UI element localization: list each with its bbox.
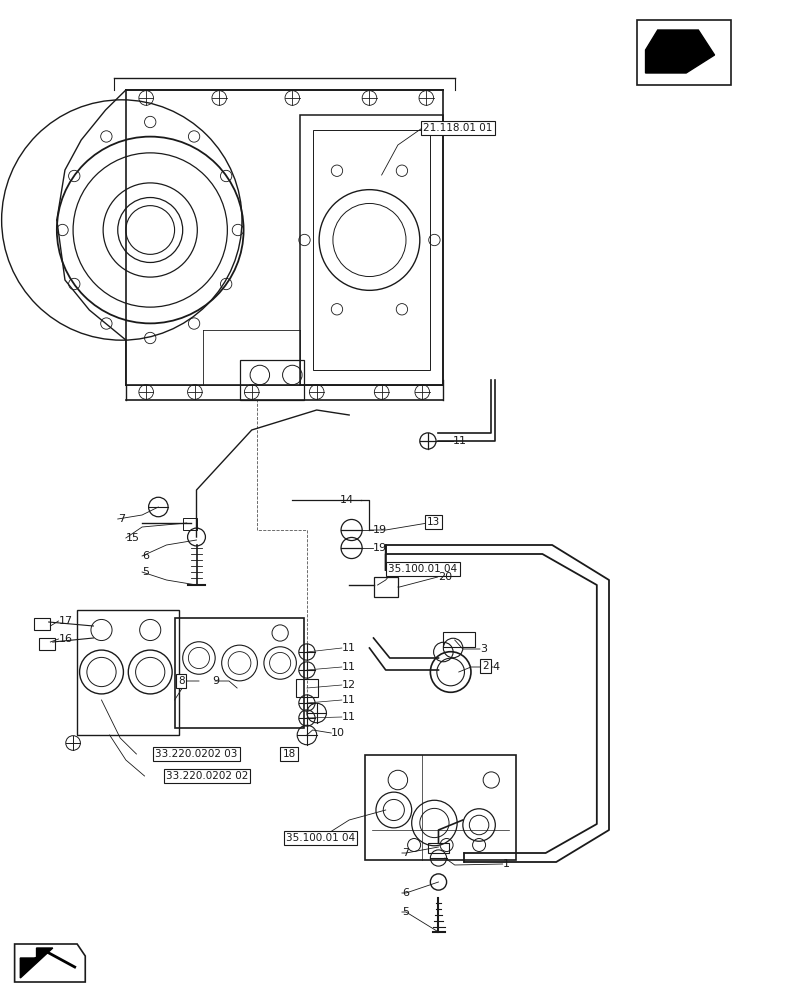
- Bar: [39, 638, 55, 650]
- Text: 17: 17: [58, 616, 72, 626]
- Text: 11: 11: [341, 662, 355, 672]
- Text: 35.100.01 04: 35.100.01 04: [388, 564, 457, 574]
- Text: 11: 11: [453, 436, 466, 446]
- Bar: [34, 618, 50, 630]
- Text: 2: 2: [482, 661, 488, 671]
- Text: 16: 16: [58, 634, 72, 644]
- Text: 35.100.01 04: 35.100.01 04: [285, 833, 355, 843]
- Text: 7: 7: [118, 514, 125, 524]
- Text: 12: 12: [341, 680, 355, 690]
- Polygon shape: [20, 948, 53, 978]
- Text: 33.220.0202 03: 33.220.0202 03: [155, 749, 238, 759]
- Text: 15: 15: [126, 533, 139, 543]
- Text: 8: 8: [178, 676, 184, 686]
- Text: 19: 19: [372, 525, 386, 535]
- Text: 19: 19: [372, 543, 386, 553]
- Bar: [77, 610, 178, 735]
- Bar: [174, 618, 304, 728]
- Text: 13: 13: [427, 517, 440, 527]
- Bar: [239, 360, 304, 400]
- Text: 5: 5: [401, 907, 409, 917]
- Bar: [365, 755, 515, 860]
- Text: 21.118.01 01: 21.118.01 01: [423, 123, 492, 133]
- Text: 33.220.0202 02: 33.220.0202 02: [165, 771, 248, 781]
- Bar: [295, 679, 318, 697]
- Text: 4: 4: [492, 662, 500, 672]
- Text: 9: 9: [212, 676, 219, 686]
- Text: 3: 3: [479, 644, 487, 654]
- Text: 1: 1: [502, 859, 509, 869]
- Bar: [427, 843, 448, 853]
- Text: 11: 11: [341, 695, 355, 705]
- Bar: [442, 632, 474, 647]
- Text: 20: 20: [437, 572, 451, 582]
- Text: 18: 18: [282, 749, 295, 759]
- Text: 6: 6: [401, 888, 409, 898]
- Text: 7: 7: [401, 848, 409, 858]
- Bar: [637, 20, 730, 85]
- Bar: [373, 577, 397, 597]
- Text: 11: 11: [341, 643, 355, 653]
- Polygon shape: [645, 30, 714, 73]
- Bar: [312, 130, 430, 370]
- Bar: [182, 518, 197, 530]
- Bar: [300, 115, 442, 385]
- Text: 5: 5: [142, 567, 149, 577]
- Text: 14: 14: [339, 495, 353, 505]
- Text: 6: 6: [142, 551, 149, 561]
- Text: 10: 10: [331, 728, 345, 738]
- Text: 11: 11: [341, 712, 355, 722]
